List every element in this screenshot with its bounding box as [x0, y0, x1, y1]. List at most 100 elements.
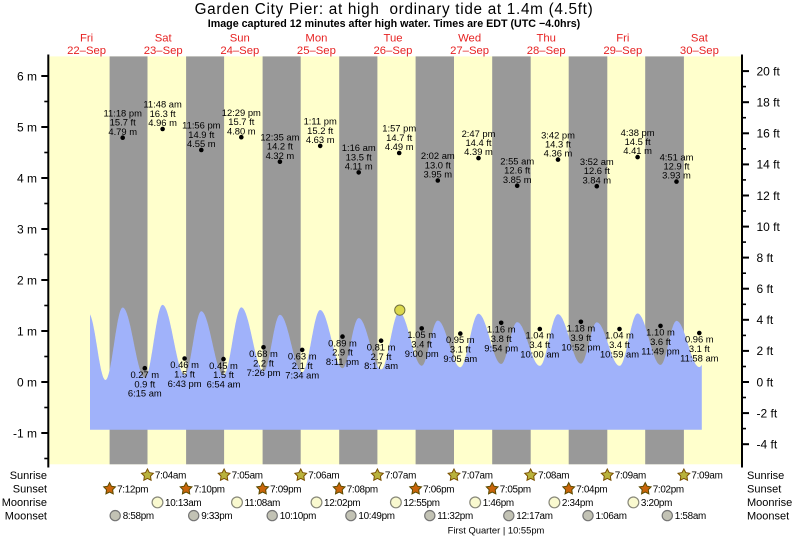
svg-text:0 ft: 0 ft	[757, 375, 774, 389]
svg-text:3.1 ft: 3.1 ft	[450, 344, 471, 355]
svg-text:12:55pm: 12:55pm	[403, 498, 439, 509]
svg-text:14.2 ft: 14.2 ft	[267, 141, 293, 152]
svg-text:1.04 m: 1.04 m	[525, 330, 554, 341]
svg-text:3.93 m: 3.93 m	[662, 170, 691, 181]
svg-text:9:00 pm: 9:00 pm	[405, 348, 439, 359]
svg-text:11:58 am: 11:58 am	[680, 353, 719, 364]
svg-text:30–Sep: 30–Sep	[680, 45, 719, 57]
svg-text:11:18 pm: 11:18 pm	[103, 107, 142, 118]
svg-text:1.5 ft: 1.5 ft	[213, 369, 234, 380]
svg-text:0.89 m: 0.89 m	[328, 337, 357, 348]
svg-text:1:11 pm: 1:11 pm	[304, 116, 337, 127]
svg-text:1 m: 1 m	[17, 324, 37, 338]
svg-text:10:52 pm: 10:52 pm	[561, 341, 600, 352]
svg-text:Moonrise: Moonrise	[747, 497, 792, 509]
svg-text:7:08am: 7:08am	[538, 471, 569, 482]
svg-text:3 m: 3 m	[17, 222, 37, 236]
svg-text:14.7 ft: 14.7 ft	[386, 132, 412, 143]
svg-text:7:09pm: 7:09pm	[270, 484, 301, 495]
svg-text:Sun: Sun	[230, 33, 250, 45]
svg-text:-4 ft: -4 ft	[757, 438, 778, 452]
svg-text:3:20pm: 3:20pm	[641, 498, 672, 509]
svg-text:12:35 am: 12:35 am	[260, 131, 299, 142]
svg-text:Wed: Wed	[458, 33, 481, 45]
svg-text:7:09am: 7:09am	[615, 471, 646, 482]
svg-text:8:17 am: 8:17 am	[364, 360, 398, 371]
svg-text:13.5 ft: 13.5 ft	[346, 151, 372, 162]
svg-text:3.84 m: 3.84 m	[582, 174, 611, 185]
svg-text:9:05 am: 9:05 am	[443, 353, 477, 364]
svg-text:1.10 m: 1.10 m	[646, 327, 675, 338]
svg-text:24–Sep: 24–Sep	[220, 45, 259, 57]
svg-text:14.9 ft: 14.9 ft	[188, 129, 214, 140]
svg-text:18 ft: 18 ft	[757, 96, 781, 110]
svg-text:6:54 am: 6:54 am	[207, 379, 241, 390]
svg-text:10:00 am: 10:00 am	[520, 349, 559, 360]
svg-text:1:46pm: 1:46pm	[483, 498, 514, 509]
svg-text:Sunset: Sunset	[13, 484, 47, 496]
svg-text:7:26 pm: 7:26 pm	[247, 367, 281, 378]
svg-text:4 ft: 4 ft	[757, 313, 774, 327]
svg-text:11:08am: 11:08am	[245, 498, 281, 509]
svg-text:11:32pm: 11:32pm	[437, 511, 473, 522]
svg-text:12:29 pm: 12:29 pm	[222, 107, 261, 118]
svg-text:12 ft: 12 ft	[757, 189, 781, 203]
svg-text:0.68 m: 0.68 m	[249, 348, 278, 359]
svg-text:0.9 ft: 0.9 ft	[134, 378, 155, 389]
svg-text:2 ft: 2 ft	[757, 344, 774, 358]
svg-text:7:02pm: 7:02pm	[653, 484, 684, 495]
svg-text:7:06am: 7:06am	[308, 471, 339, 482]
svg-text:4:51 am: 4:51 am	[660, 151, 694, 162]
svg-text:7:34 am: 7:34 am	[285, 369, 319, 380]
svg-text:4.96 m: 4.96 m	[148, 117, 177, 128]
svg-text:Sunrise: Sunrise	[10, 470, 47, 482]
svg-text:4.49 m: 4.49 m	[385, 141, 414, 152]
svg-text:3.8 ft: 3.8 ft	[491, 333, 512, 344]
svg-text:2 m: 2 m	[17, 273, 37, 287]
svg-text:10:13am: 10:13am	[165, 498, 201, 509]
svg-text:3.9 ft: 3.9 ft	[570, 332, 591, 343]
svg-text:Fri: Fri	[616, 33, 629, 45]
svg-text:First Quarter | 10:55pm: First Quarter | 10:55pm	[448, 525, 545, 536]
svg-text:Sunset: Sunset	[747, 484, 781, 496]
svg-text:3:42 pm: 3:42 pm	[541, 129, 575, 140]
svg-text:4.36 m: 4.36 m	[544, 148, 573, 159]
svg-text:12:02pm: 12:02pm	[324, 498, 360, 509]
svg-text:1.5 ft: 1.5 ft	[174, 369, 195, 380]
svg-text:16.3 ft: 16.3 ft	[150, 108, 176, 119]
svg-text:0.27 m: 0.27 m	[130, 369, 159, 380]
svg-text:6 m: 6 m	[17, 69, 37, 83]
svg-text:15.7 ft: 15.7 ft	[228, 116, 254, 127]
svg-text:1.04 m: 1.04 m	[605, 330, 634, 341]
svg-text:4.32 m: 4.32 m	[266, 150, 295, 161]
svg-text:4:38 pm: 4:38 pm	[621, 127, 655, 138]
svg-text:0.95 m: 0.95 m	[446, 334, 475, 345]
svg-text:1.18 m: 1.18 m	[567, 323, 596, 334]
svg-text:6:15 am: 6:15 am	[128, 388, 162, 399]
svg-text:12:17am: 12:17am	[516, 511, 552, 522]
svg-text:7:06pm: 7:06pm	[423, 484, 454, 495]
svg-text:1:16 am: 1:16 am	[342, 142, 376, 153]
svg-text:20 ft: 20 ft	[757, 64, 781, 78]
svg-text:7:10pm: 7:10pm	[194, 484, 225, 495]
svg-text:Sunrise: Sunrise	[747, 470, 784, 482]
svg-text:1:58am: 1:58am	[675, 511, 706, 522]
svg-text:7:12pm: 7:12pm	[117, 484, 148, 495]
svg-text:3.4 ft: 3.4 ft	[609, 339, 630, 350]
svg-text:1:57 pm: 1:57 pm	[382, 123, 416, 134]
svg-text:3.4 ft: 3.4 ft	[529, 339, 550, 350]
svg-text:Moonrise: Moonrise	[2, 497, 47, 509]
svg-text:15.7 ft: 15.7 ft	[110, 117, 136, 128]
svg-text:2.2 ft: 2.2 ft	[253, 357, 274, 368]
svg-text:2:34pm: 2:34pm	[562, 498, 593, 509]
svg-text:Mon: Mon	[305, 33, 327, 45]
svg-text:2.9 ft: 2.9 ft	[332, 347, 353, 358]
svg-text:3.6 ft: 3.6 ft	[650, 336, 671, 347]
svg-text:11:48 am: 11:48 am	[143, 99, 182, 110]
svg-text:4.79 m: 4.79 m	[108, 126, 137, 137]
svg-text:2.7 ft: 2.7 ft	[371, 351, 392, 362]
svg-text:1.16 m: 1.16 m	[487, 324, 516, 335]
svg-text:5 m: 5 m	[17, 120, 37, 134]
svg-text:10 ft: 10 ft	[757, 220, 781, 234]
svg-text:15.2 ft: 15.2 ft	[307, 125, 333, 136]
